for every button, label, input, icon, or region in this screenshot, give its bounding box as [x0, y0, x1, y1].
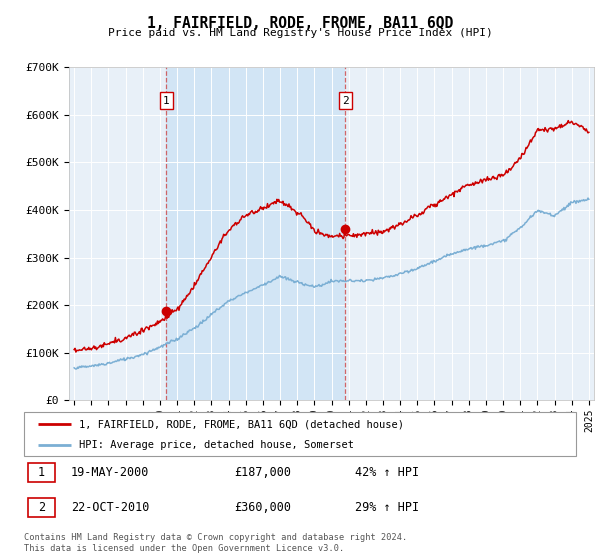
- Text: 2: 2: [38, 501, 45, 514]
- Text: 42% ↑ HPI: 42% ↑ HPI: [355, 466, 419, 479]
- FancyBboxPatch shape: [24, 412, 576, 456]
- Text: 22-OCT-2010: 22-OCT-2010: [71, 501, 149, 514]
- Text: 2: 2: [342, 96, 349, 105]
- Text: 29% ↑ HPI: 29% ↑ HPI: [355, 501, 419, 514]
- Text: HPI: Average price, detached house, Somerset: HPI: Average price, detached house, Some…: [79, 440, 354, 450]
- Text: Contains HM Land Registry data © Crown copyright and database right 2024.
This d: Contains HM Land Registry data © Crown c…: [24, 533, 407, 553]
- Bar: [166, 67, 345, 400]
- Text: 1: 1: [163, 96, 170, 105]
- Text: £187,000: £187,000: [234, 466, 291, 479]
- FancyBboxPatch shape: [28, 498, 55, 517]
- Text: 1, FAIRFIELD, RODE, FROME, BA11 6QD: 1, FAIRFIELD, RODE, FROME, BA11 6QD: [147, 16, 453, 31]
- Text: Price paid vs. HM Land Registry's House Price Index (HPI): Price paid vs. HM Land Registry's House …: [107, 28, 493, 38]
- FancyBboxPatch shape: [28, 463, 55, 482]
- Text: 1, FAIRFIELD, RODE, FROME, BA11 6QD (detached house): 1, FAIRFIELD, RODE, FROME, BA11 6QD (det…: [79, 419, 404, 429]
- Text: 1: 1: [38, 466, 45, 479]
- Text: 19-MAY-2000: 19-MAY-2000: [71, 466, 149, 479]
- Text: £360,000: £360,000: [234, 501, 291, 514]
